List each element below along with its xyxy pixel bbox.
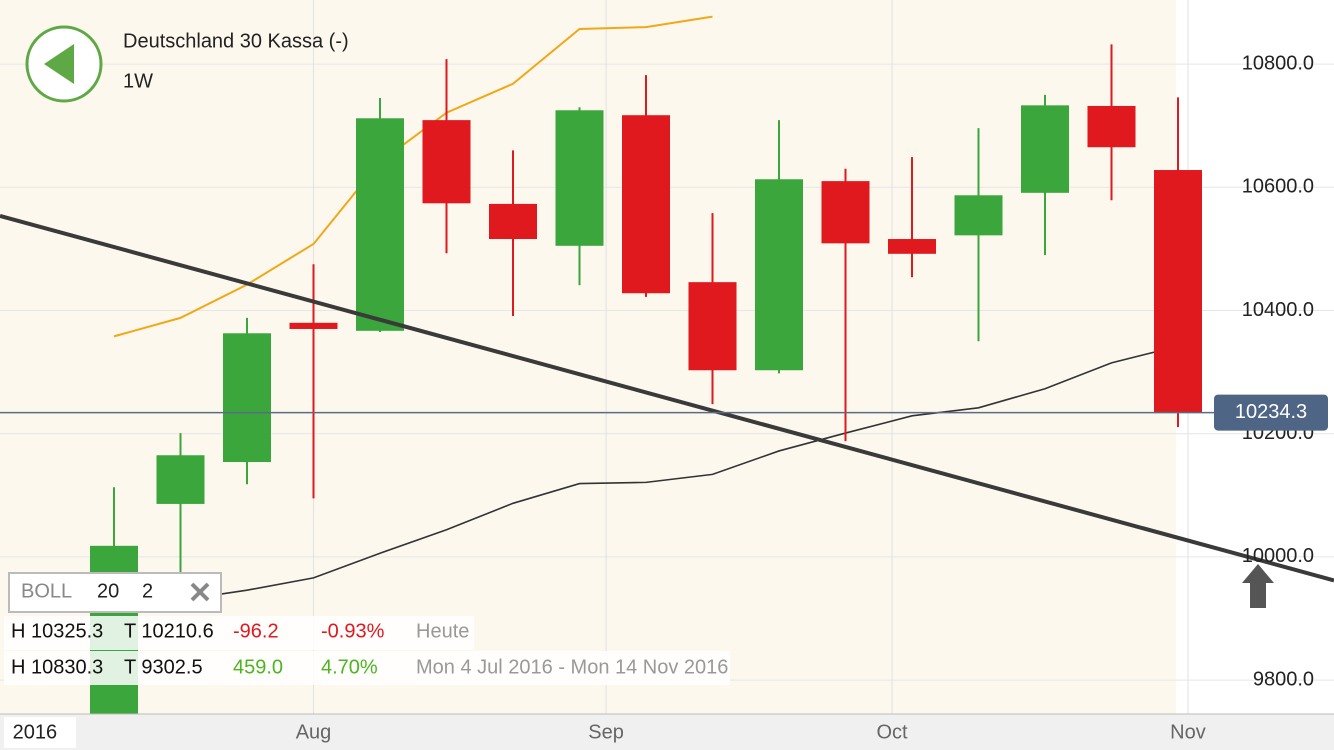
y-tick-label: 10000.0	[1242, 545, 1314, 567]
x-tick-label: Oct	[876, 721, 908, 743]
back-arrow	[44, 44, 74, 84]
stat-text: -96.2	[233, 620, 279, 642]
x-tick-label: Nov	[1170, 721, 1206, 743]
stats-row-bg	[4, 616, 474, 650]
x-tick-label: Aug	[296, 721, 332, 743]
stat-text: H 10830.3	[11, 656, 103, 678]
candle-body	[489, 203, 537, 240]
candle-body	[888, 239, 936, 254]
candle-body	[1087, 105, 1136, 148]
y-tick-label: 10400.0	[1242, 299, 1314, 321]
x-tick-label: 2016	[13, 721, 58, 743]
candle-body	[1021, 105, 1069, 193]
candle-body	[422, 120, 471, 204]
candle-body	[156, 455, 205, 504]
indicator-period: 20	[97, 580, 119, 602]
title: Deutschland 30 Kassa (-)	[123, 30, 349, 52]
indicator-line	[180, 345, 1179, 601]
candle-body	[954, 195, 1003, 236]
indicator-box[interactable]	[8, 572, 222, 613]
stat-text: 4.70%	[321, 656, 378, 678]
indicator-name: BOLL	[21, 580, 72, 602]
stats-row-bg	[4, 651, 730, 685]
y-tick-label: 10600.0	[1242, 176, 1314, 198]
candle-body	[1154, 170, 1202, 413]
candle-body	[755, 179, 803, 371]
y-tick-label: 9800.0	[1253, 668, 1314, 690]
stat-text: -0.93%	[321, 620, 385, 642]
stat-text: H 10325.3	[11, 620, 103, 642]
stat-text: T 9302.5	[124, 656, 203, 678]
year-box	[4, 717, 76, 748]
scroll-arrow[interactable]	[1242, 564, 1274, 608]
last-price-box	[1214, 394, 1328, 431]
candle-body	[622, 115, 670, 294]
stat-text: 459.0	[233, 656, 283, 678]
stat-text: Heute	[416, 620, 469, 642]
candle-body	[289, 322, 338, 329]
candle-body	[555, 110, 604, 246]
y-tick-label: 10800.0	[1242, 52, 1314, 74]
interval: 1W	[123, 70, 153, 92]
indicator-deviation: 2	[142, 580, 153, 602]
close-icon[interactable]	[190, 582, 210, 602]
x-axis-strip	[0, 714, 1334, 750]
x-tick-label: Sep	[588, 721, 624, 743]
indicator-line	[113, 15, 713, 338]
candle-body	[688, 282, 737, 371]
candle-body	[821, 181, 870, 244]
candle-body	[356, 118, 404, 331]
stat-text: Mon 4 Jul 2016 - Mon 14 Nov 2016	[416, 656, 728, 678]
candle-body	[223, 333, 271, 463]
stat-text: T 10210.6	[124, 620, 214, 642]
last-price-label: 10234.3	[1235, 401, 1307, 423]
trendline	[0, 213, 1334, 583]
